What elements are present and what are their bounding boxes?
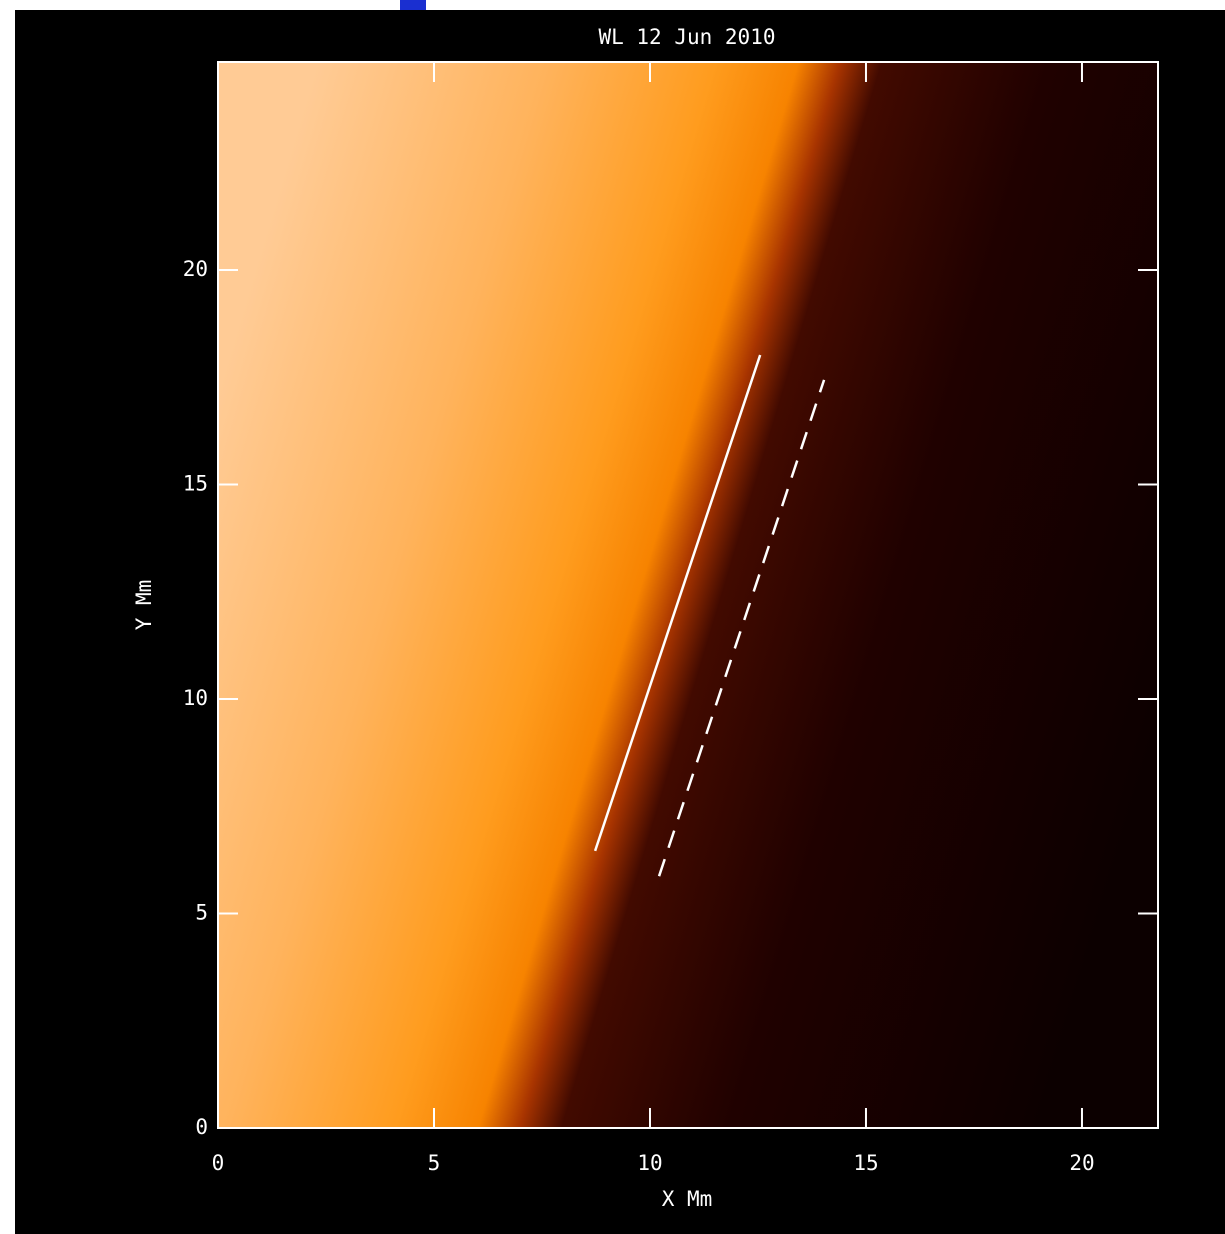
- y-tick-label: 20: [183, 257, 208, 281]
- x-tick-label: 10: [637, 1151, 662, 1175]
- x-tick-label: 5: [428, 1151, 441, 1175]
- y-tick-label: 0: [195, 1115, 208, 1139]
- chart: WL 12 Jun 2010 X Mm Y Mm 0 5 10 15 20 0 5 10 15 2…: [0, 0, 1225, 1234]
- solar-image: [218, 62, 1158, 1128]
- y-tick-label: 5: [195, 901, 208, 925]
- chart-title: WL 12 Jun 2010: [598, 25, 775, 49]
- y-tick-label: 10: [183, 686, 208, 710]
- y-axis-label: Y Mm: [132, 580, 156, 631]
- x-axis-label: X Mm: [662, 1187, 713, 1211]
- x-tick-label: 0: [212, 1151, 225, 1175]
- x-tick-label: 15: [853, 1151, 878, 1175]
- y-tick-label: 15: [183, 472, 208, 496]
- x-tick-label: 20: [1069, 1151, 1094, 1175]
